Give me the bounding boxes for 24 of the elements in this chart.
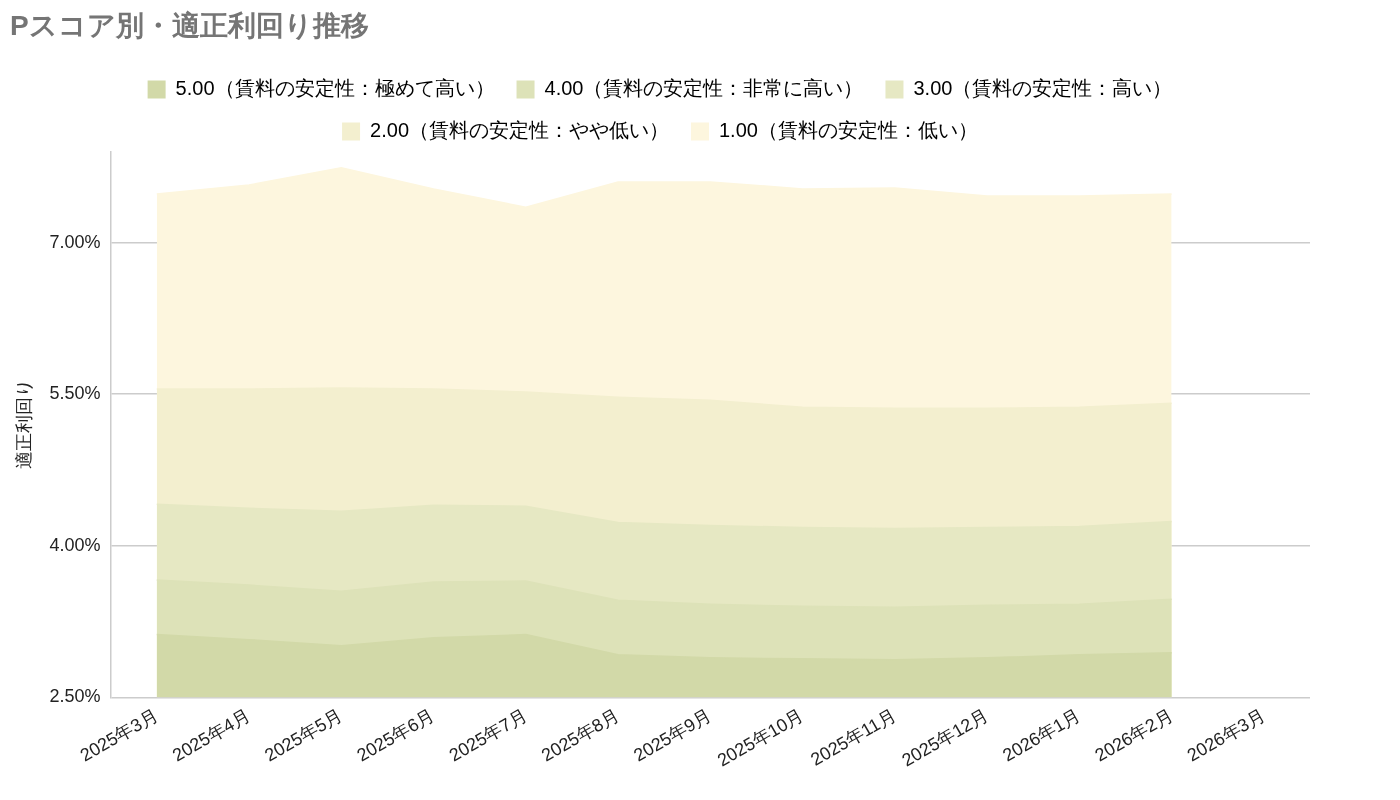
y-tick-label: 7.00% <box>49 231 101 252</box>
x-tick-label: 2026年3月 <box>1183 705 1269 766</box>
x-tick-label: 2025年9月 <box>630 705 715 766</box>
legend-label: 5.00（賃料の安定性：極めて高い） <box>175 77 495 100</box>
legend-label: 2.00（賃料の安定性：やや低い） <box>370 119 670 142</box>
legend-label: 4.00（賃料の安定性：非常に高い） <box>544 77 864 100</box>
chart-title: Pスコア別・適正利回り推移 <box>10 9 369 41</box>
x-tick-label: 2025年12月 <box>898 705 992 771</box>
y-tick-label: 2.50% <box>49 686 101 707</box>
x-tick-label: 2025年10月 <box>713 705 808 771</box>
x-tick-label: 2025年11月 <box>807 705 900 770</box>
x-tick-label: 2026年2月 <box>1091 705 1177 766</box>
x-tick-label: 2025年8月 <box>538 705 623 766</box>
legend-label: 1.00（賃料の安定性：低い） <box>719 119 978 142</box>
y-tick-label: 5.50% <box>49 383 101 404</box>
x-tick-label: 2026年1月 <box>999 705 1084 766</box>
legend-label: 3.00（賃料の安定性：高い） <box>913 77 1173 100</box>
y-axis-title: 適正利回り <box>13 379 34 470</box>
x-tick-label: 2025年7月 <box>445 705 531 766</box>
x-tick-label: 2025年6月 <box>353 705 439 766</box>
x-tick-label: 2025年5月 <box>261 705 346 766</box>
x-tick-label: 2025年4月 <box>169 705 254 766</box>
x-tick-label: 2025年3月 <box>76 705 162 766</box>
y-tick-label: 4.00% <box>49 534 101 555</box>
